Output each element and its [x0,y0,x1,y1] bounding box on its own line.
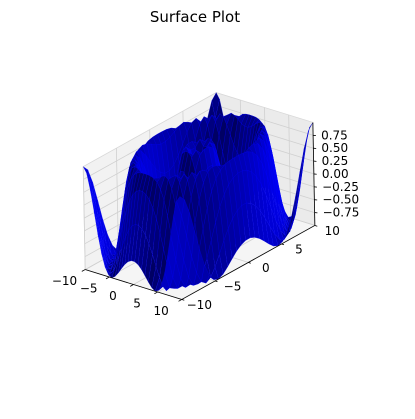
z-tick-label: 0.00 [322,167,349,181]
y-tick-mark [248,262,251,264]
y-tick-mark [314,225,318,227]
z-tick-label: −0.50 [322,193,359,207]
x-tick-mark [105,276,110,280]
x-tick-mark [178,299,183,302]
z-tick-label: 0.50 [321,141,348,155]
y-tick-label: 5 [295,242,303,256]
x-tick-mark [154,291,158,295]
y-tick-mark [214,280,218,283]
y-tick-label: −5 [224,279,242,293]
z-axis-ticks: 0.750.500.250.00−0.25−0.50−0.75 [313,128,360,220]
y-tick-mark [281,243,285,246]
z-tick-label: −0.25 [322,180,359,194]
surface-patch [176,196,185,216]
x-tick-label: −5 [80,282,98,296]
z-tick-label: −0.75 [323,206,360,220]
y-tick-label: −10 [187,298,212,312]
x-axis-ticks: −10−5 0 5 10 [52,269,183,318]
surface-mesh [82,92,314,292]
x-tick-label: 10 [154,304,169,318]
y-tick-label: 10 [325,224,340,238]
y-tick-label: 0 [262,261,270,275]
z-tick-label: 0.75 [321,128,348,142]
x-tick-mark [81,269,86,272]
chart-title: Surface Plot [150,8,240,26]
x-tick-label: 5 [133,296,141,310]
y-tick-mark [181,299,185,301]
x-tick-label: 0 [109,289,117,303]
x-tick-mark [129,284,134,287]
z-tick-label: 0.25 [322,154,349,168]
x-tick-label: −10 [52,274,77,288]
y-axis-ticks: −10 −5 0 5 10 [181,224,340,312]
